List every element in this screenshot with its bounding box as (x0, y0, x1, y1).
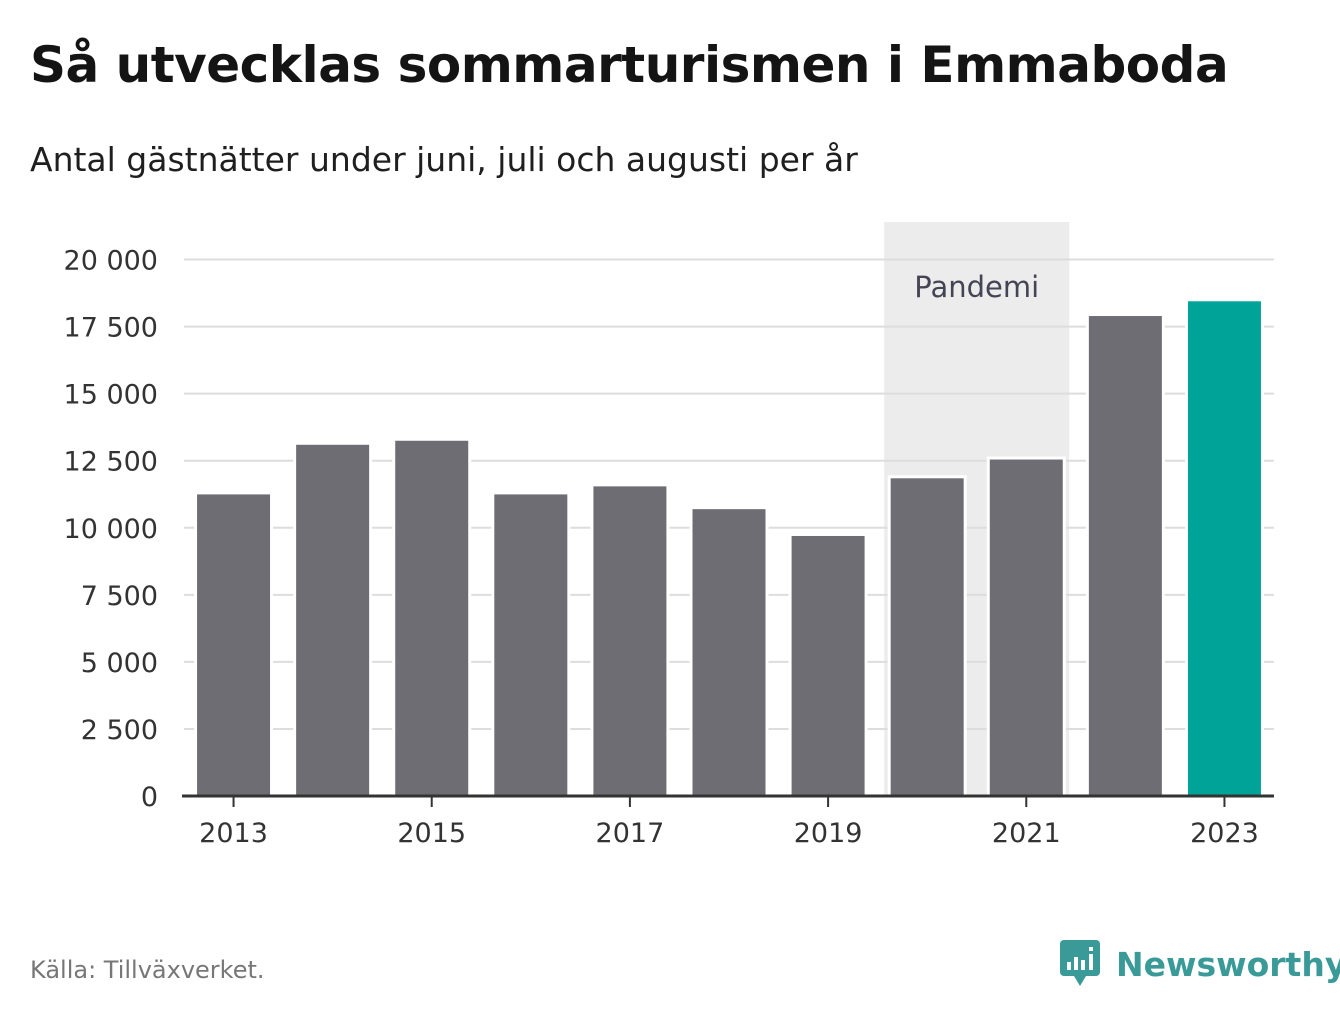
brand-logo: Newsworthy (1060, 940, 1340, 988)
x-tick-label: 2023 (1190, 818, 1259, 849)
x-tick-label: 2013 (199, 818, 268, 849)
bar-2022 (1085, 313, 1165, 798)
y-tick-label: 15 000 (64, 380, 158, 411)
pandemic-band-label: Pandemi (914, 270, 1039, 304)
bar-2019 (788, 532, 868, 798)
y-tick-label: 17 500 (64, 313, 158, 344)
bar-2020 (887, 475, 967, 798)
x-tick-label: 2019 (794, 818, 863, 849)
x-tick-label: 2017 (596, 818, 665, 849)
bar-2013 (194, 491, 274, 798)
y-tick-label: 0 (141, 782, 158, 813)
bar-2018 (689, 506, 769, 798)
bar-chart: Pandemi 0 2 500 5 000 7 500 10 000 12 500 15 0… (64, 222, 1274, 849)
bar-2021 (986, 456, 1066, 798)
x-tick-label: 2021 (992, 818, 1061, 849)
y-tick-label: 5 000 (81, 648, 158, 679)
y-tick-label: 20 000 (64, 246, 158, 277)
y-tick-label: 12 500 (64, 447, 158, 478)
source-note: Källa: Tillväxverket. (30, 956, 265, 984)
bar-2016 (491, 491, 571, 798)
bar-2015 (392, 437, 472, 798)
newsworthy-logo-icon (1060, 940, 1100, 986)
chart-subtitle: Antal gästnätter under juni, juli och au… (30, 140, 858, 179)
bar-2023 (1184, 298, 1264, 798)
y-tick-label: 10 000 (64, 514, 158, 545)
brand-name: Newsworthy (1116, 944, 1340, 984)
chart-title: Så utvecklas sommarturismen i Emmaboda (30, 36, 1229, 94)
y-tick-label: 2 500 (81, 715, 158, 746)
axes: 2013 2015 2017 2019 2021 2023 (182, 794, 1274, 849)
x-tick-label: 2015 (397, 818, 466, 849)
bar-2014 (293, 441, 373, 798)
bar-2017 (590, 483, 670, 798)
y-tick-label: 7 500 (81, 581, 158, 612)
bars (194, 298, 1264, 798)
